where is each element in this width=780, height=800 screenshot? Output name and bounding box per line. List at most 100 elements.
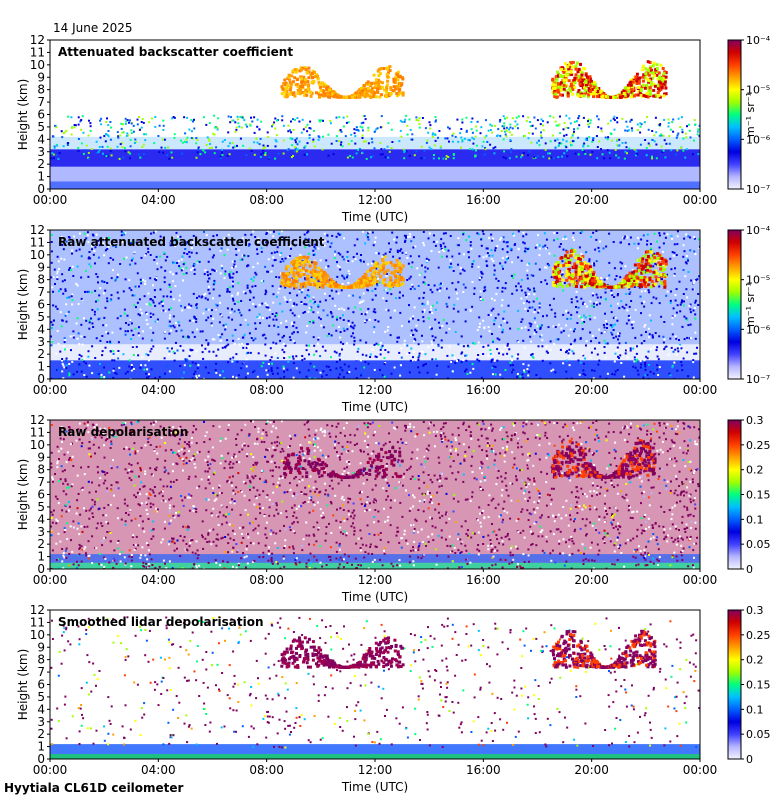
y-tick-label: 5 bbox=[37, 500, 45, 514]
y-tick-label: 5 bbox=[37, 690, 45, 704]
speckle-noise bbox=[50, 420, 700, 569]
x-axis: 00:00 04:00 08:00 12:00 16:00 20:00 00:00 bbox=[33, 569, 718, 587]
x-tick-label: 00:00 bbox=[33, 383, 68, 397]
y-tick-label: 3 bbox=[37, 145, 45, 159]
y-tick-label: 8 bbox=[37, 653, 45, 667]
heatmap-area bbox=[50, 230, 700, 379]
y-tick-label: 1 bbox=[37, 170, 45, 184]
y-tick-label: 7 bbox=[37, 95, 45, 109]
y-tick-label: 10 bbox=[30, 58, 45, 72]
x-tick-label: 00:00 bbox=[683, 383, 718, 397]
x-tick-label: 20:00 bbox=[574, 763, 609, 777]
y-tick-label: 2 bbox=[37, 157, 45, 171]
y-tick-label: 0 bbox=[37, 562, 45, 576]
surface-layer bbox=[50, 562, 700, 569]
y-tick-label: 0 bbox=[37, 752, 45, 766]
y-tick-label: 9 bbox=[37, 260, 45, 274]
y-axis-label: Height (km) bbox=[16, 79, 30, 150]
x-tick-label: 12:00 bbox=[358, 573, 393, 587]
colorbar: 0 0.05 0.1 0.15 0.2 0.25 0.3 bbox=[727, 604, 771, 766]
y-tick-label: 3 bbox=[37, 525, 45, 539]
colorbar-tick-label: 0.3 bbox=[746, 414, 764, 427]
colorbar-tick-label: 0.05 bbox=[746, 538, 771, 551]
y-axis-label: Height (km) bbox=[16, 269, 30, 340]
x-axis-label: Time (UTC) bbox=[341, 210, 408, 224]
x-axis-label: Time (UTC) bbox=[341, 780, 408, 794]
y-tick-label: 8 bbox=[37, 83, 45, 97]
x-axis: 00:00 04:00 08:00 12:00 16:00 20:00 00:00 bbox=[33, 379, 718, 397]
y-axis-label: Height (km) bbox=[16, 649, 30, 720]
y-tick-label: 9 bbox=[37, 70, 45, 84]
speckle-noise bbox=[50, 616, 700, 749]
colorbar-unit: m⁻¹ sr⁻¹ bbox=[744, 282, 757, 327]
y-tick-label: 4 bbox=[37, 322, 45, 336]
colorbar-tick-label: 10⁻⁷ bbox=[746, 373, 770, 386]
y-tick-label: 2 bbox=[37, 537, 45, 551]
panel-title: Smoothed lidar depolarisation bbox=[58, 615, 264, 629]
colorbar: 0 0.05 0.1 0.15 0.2 0.25 0.3 bbox=[727, 414, 771, 576]
colorbar-gradient bbox=[727, 229, 742, 380]
boundary-layer bbox=[50, 344, 700, 361]
boundary-layer-top bbox=[50, 715, 700, 745]
y-tick-label: 7 bbox=[37, 665, 45, 679]
x-tick-label: 00:00 bbox=[33, 573, 68, 587]
x-tick-label: 00:00 bbox=[683, 193, 718, 207]
y-tick-label: 10 bbox=[30, 248, 45, 262]
y-tick-label: 5 bbox=[37, 120, 45, 134]
x-tick-label: 00:00 bbox=[33, 193, 68, 207]
x-tick-label: 20:00 bbox=[574, 383, 609, 397]
y-tick-label: 0 bbox=[37, 372, 45, 386]
x-tick-label: 00:00 bbox=[683, 573, 718, 587]
y-tick-label: 6 bbox=[37, 488, 45, 502]
y-tick-label: 7 bbox=[37, 285, 45, 299]
y-axis-label: Height (km) bbox=[16, 459, 30, 530]
colorbar-tick-label: 0.15 bbox=[746, 489, 771, 502]
x-axis-label: Time (UTC) bbox=[341, 400, 408, 414]
colorbar-tick-label: 10⁻⁶ bbox=[746, 323, 771, 336]
x-tick-label: 04:00 bbox=[141, 383, 176, 397]
y-tick-label: 6 bbox=[37, 108, 45, 122]
y-tick-label: 1 bbox=[37, 550, 45, 564]
cloud-features bbox=[280, 249, 668, 289]
colorbar: 10⁻⁷ 10⁻⁶ 10⁻⁵ 10⁻⁴ m⁻¹ sr⁻¹ bbox=[727, 224, 771, 386]
y-tick-label: 12 bbox=[30, 223, 45, 237]
x-tick-label: 08:00 bbox=[249, 193, 284, 207]
x-tick-label: 04:00 bbox=[141, 763, 176, 777]
y-tick-label: 9 bbox=[37, 450, 45, 464]
y-tick-label: 12 bbox=[30, 413, 45, 427]
speckle-noise bbox=[50, 114, 700, 160]
colorbar-unit: m⁻¹ sr⁻¹ bbox=[744, 92, 757, 137]
site-label: Hyytiala CL61D ceilometer bbox=[4, 781, 184, 795]
y-tick-label: 6 bbox=[37, 298, 45, 312]
y-tick-label: 1 bbox=[37, 360, 45, 374]
aerosol-top bbox=[50, 136, 700, 150]
heatmap-area bbox=[50, 610, 700, 759]
panel-title: Attenuated backscatter coefficient bbox=[58, 45, 293, 59]
x-tick-label: 04:00 bbox=[141, 193, 176, 207]
colorbar-tick-label: 0.2 bbox=[746, 464, 764, 477]
panel-title: Raw depolarisation bbox=[58, 425, 188, 439]
colorbar-tick-label: 0.1 bbox=[746, 513, 764, 526]
x-tick-label: 00:00 bbox=[683, 763, 718, 777]
x-axis: 00:00 04:00 08:00 12:00 16:00 20:00 00:00 bbox=[33, 759, 718, 777]
colorbar-gradient bbox=[727, 609, 742, 760]
y-tick-label: 11 bbox=[30, 425, 45, 439]
panel-title: Raw attenuated backscatter coefficient bbox=[58, 235, 325, 249]
x-tick-label: 20:00 bbox=[574, 193, 609, 207]
y-tick-label: 1 bbox=[37, 740, 45, 754]
colorbar: 10⁻⁷ 10⁻⁶ 10⁻⁵ 10⁻⁴ m⁻¹ sr⁻¹ bbox=[727, 34, 771, 196]
x-axis-label: Time (UTC) bbox=[341, 590, 408, 604]
y-tick-label: 11 bbox=[30, 235, 45, 249]
colorbar-tick-label: 10⁻⁵ bbox=[746, 274, 770, 287]
y-tick-label: 3 bbox=[37, 335, 45, 349]
x-tick-label: 16:00 bbox=[466, 383, 501, 397]
x-axis: 00:00 04:00 08:00 12:00 16:00 20:00 00:00 bbox=[33, 189, 718, 207]
colorbar-tick-label: 0.25 bbox=[746, 629, 771, 642]
cloud-features bbox=[280, 60, 668, 99]
x-tick-label: 08:00 bbox=[249, 573, 284, 587]
x-tick-label: 08:00 bbox=[249, 383, 284, 397]
date-label: 14 June 2025 bbox=[53, 21, 133, 35]
cloud-features bbox=[282, 439, 657, 479]
